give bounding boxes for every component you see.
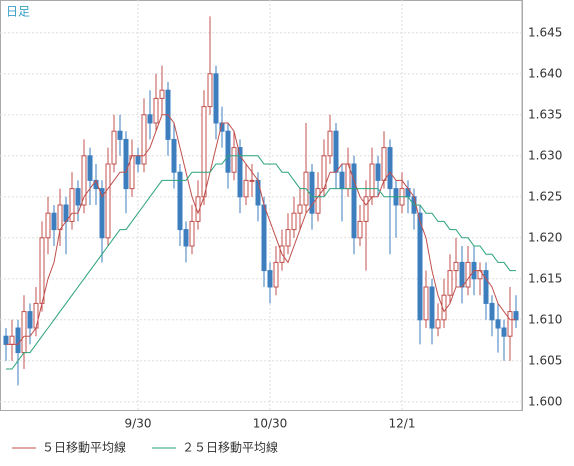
candle-body: [45, 212, 51, 239]
candle-body: [333, 130, 339, 173]
candle-body: [225, 130, 231, 173]
candle-body: [153, 97, 159, 124]
y-tick-label: 1.645: [528, 25, 562, 39]
candle-body: [285, 229, 291, 247]
candle-body: [453, 261, 459, 272]
candle-body: [363, 196, 369, 222]
candle-body: [309, 171, 315, 214]
candle-body: [171, 138, 177, 173]
candle-body: [261, 204, 267, 272]
candle-body: [105, 163, 111, 239]
x-tick-label: 10/30: [253, 417, 288, 431]
candle-body: [447, 270, 453, 296]
candle-body: [381, 147, 387, 181]
candle-body: [213, 73, 219, 124]
y-tick-label: 1.600: [528, 394, 562, 408]
legend-label: ２５日移動平均線: [182, 440, 278, 455]
candle-body: [147, 114, 153, 124]
candle-body: [207, 73, 213, 108]
candle-body: [237, 147, 243, 198]
x-tick-label: 12/1: [389, 417, 416, 431]
candle-body: [81, 155, 87, 206]
candle-body: [183, 229, 189, 247]
candle-body: [57, 204, 63, 231]
candle-body: [123, 138, 129, 190]
ma-line: [6, 155, 516, 370]
candle-body: [75, 188, 81, 206]
candle-body: [351, 163, 357, 239]
y-tick-label: 1.630: [528, 148, 562, 162]
candle-body: [27, 311, 33, 329]
candle-body: [435, 319, 441, 329]
y-tick-label: 1.610: [528, 312, 562, 326]
candle-body: [117, 130, 123, 140]
candle-body: [327, 130, 333, 157]
y-tick-label: 1.620: [528, 230, 562, 244]
y-tick-label: 1.625: [528, 189, 562, 203]
candle-body: [201, 106, 207, 198]
candle-body: [141, 114, 147, 165]
candle-body: [15, 327, 21, 354]
candle-body: [9, 335, 15, 345]
candle-body: [501, 327, 507, 337]
y-tick-label: 1.640: [528, 66, 562, 80]
candle-body: [99, 188, 105, 239]
y-tick-label: 1.615: [528, 271, 562, 285]
candle-body: [423, 286, 429, 321]
candle-body: [387, 147, 393, 190]
chart-title: 日足: [6, 5, 30, 19]
x-tick-label: 9/30: [125, 417, 152, 431]
candle-body: [177, 171, 183, 231]
candle-body: [189, 220, 195, 247]
candle-body: [297, 204, 303, 214]
candle-body: [243, 179, 249, 198]
candle-body: [39, 237, 45, 304]
candle-body: [87, 155, 93, 181]
candle-body: [507, 311, 513, 337]
candle-body: [135, 155, 141, 165]
candle-body: [417, 212, 423, 321]
candle-body: [231, 147, 237, 173]
candle-body: [369, 163, 375, 198]
candle-body: [465, 261, 471, 288]
candle-body: [489, 302, 495, 321]
candle-body: [69, 188, 75, 222]
candle-body: [513, 311, 519, 321]
candle-body: [3, 335, 9, 345]
candle-body: [159, 89, 165, 99]
candle-body: [291, 212, 297, 231]
candle-body: [273, 261, 279, 288]
candle-body: [111, 130, 117, 165]
candle-body: [315, 188, 321, 214]
legend-label: ５日移動平均線: [42, 440, 126, 455]
candle-body: [267, 270, 273, 288]
candle-body: [249, 179, 255, 182]
candle-body: [51, 212, 57, 231]
ma-line: [6, 114, 516, 345]
candle-body: [429, 286, 435, 329]
y-tick-label: 1.635: [528, 107, 562, 121]
y-tick-label: 1.605: [528, 353, 562, 367]
candle-body: [339, 171, 345, 190]
candle-body: [483, 270, 489, 304]
candle-body: [357, 220, 363, 239]
candle-body: [495, 319, 501, 329]
candle-body: [459, 261, 465, 288]
candle-body: [21, 311, 27, 354]
candle-body: [375, 163, 381, 181]
